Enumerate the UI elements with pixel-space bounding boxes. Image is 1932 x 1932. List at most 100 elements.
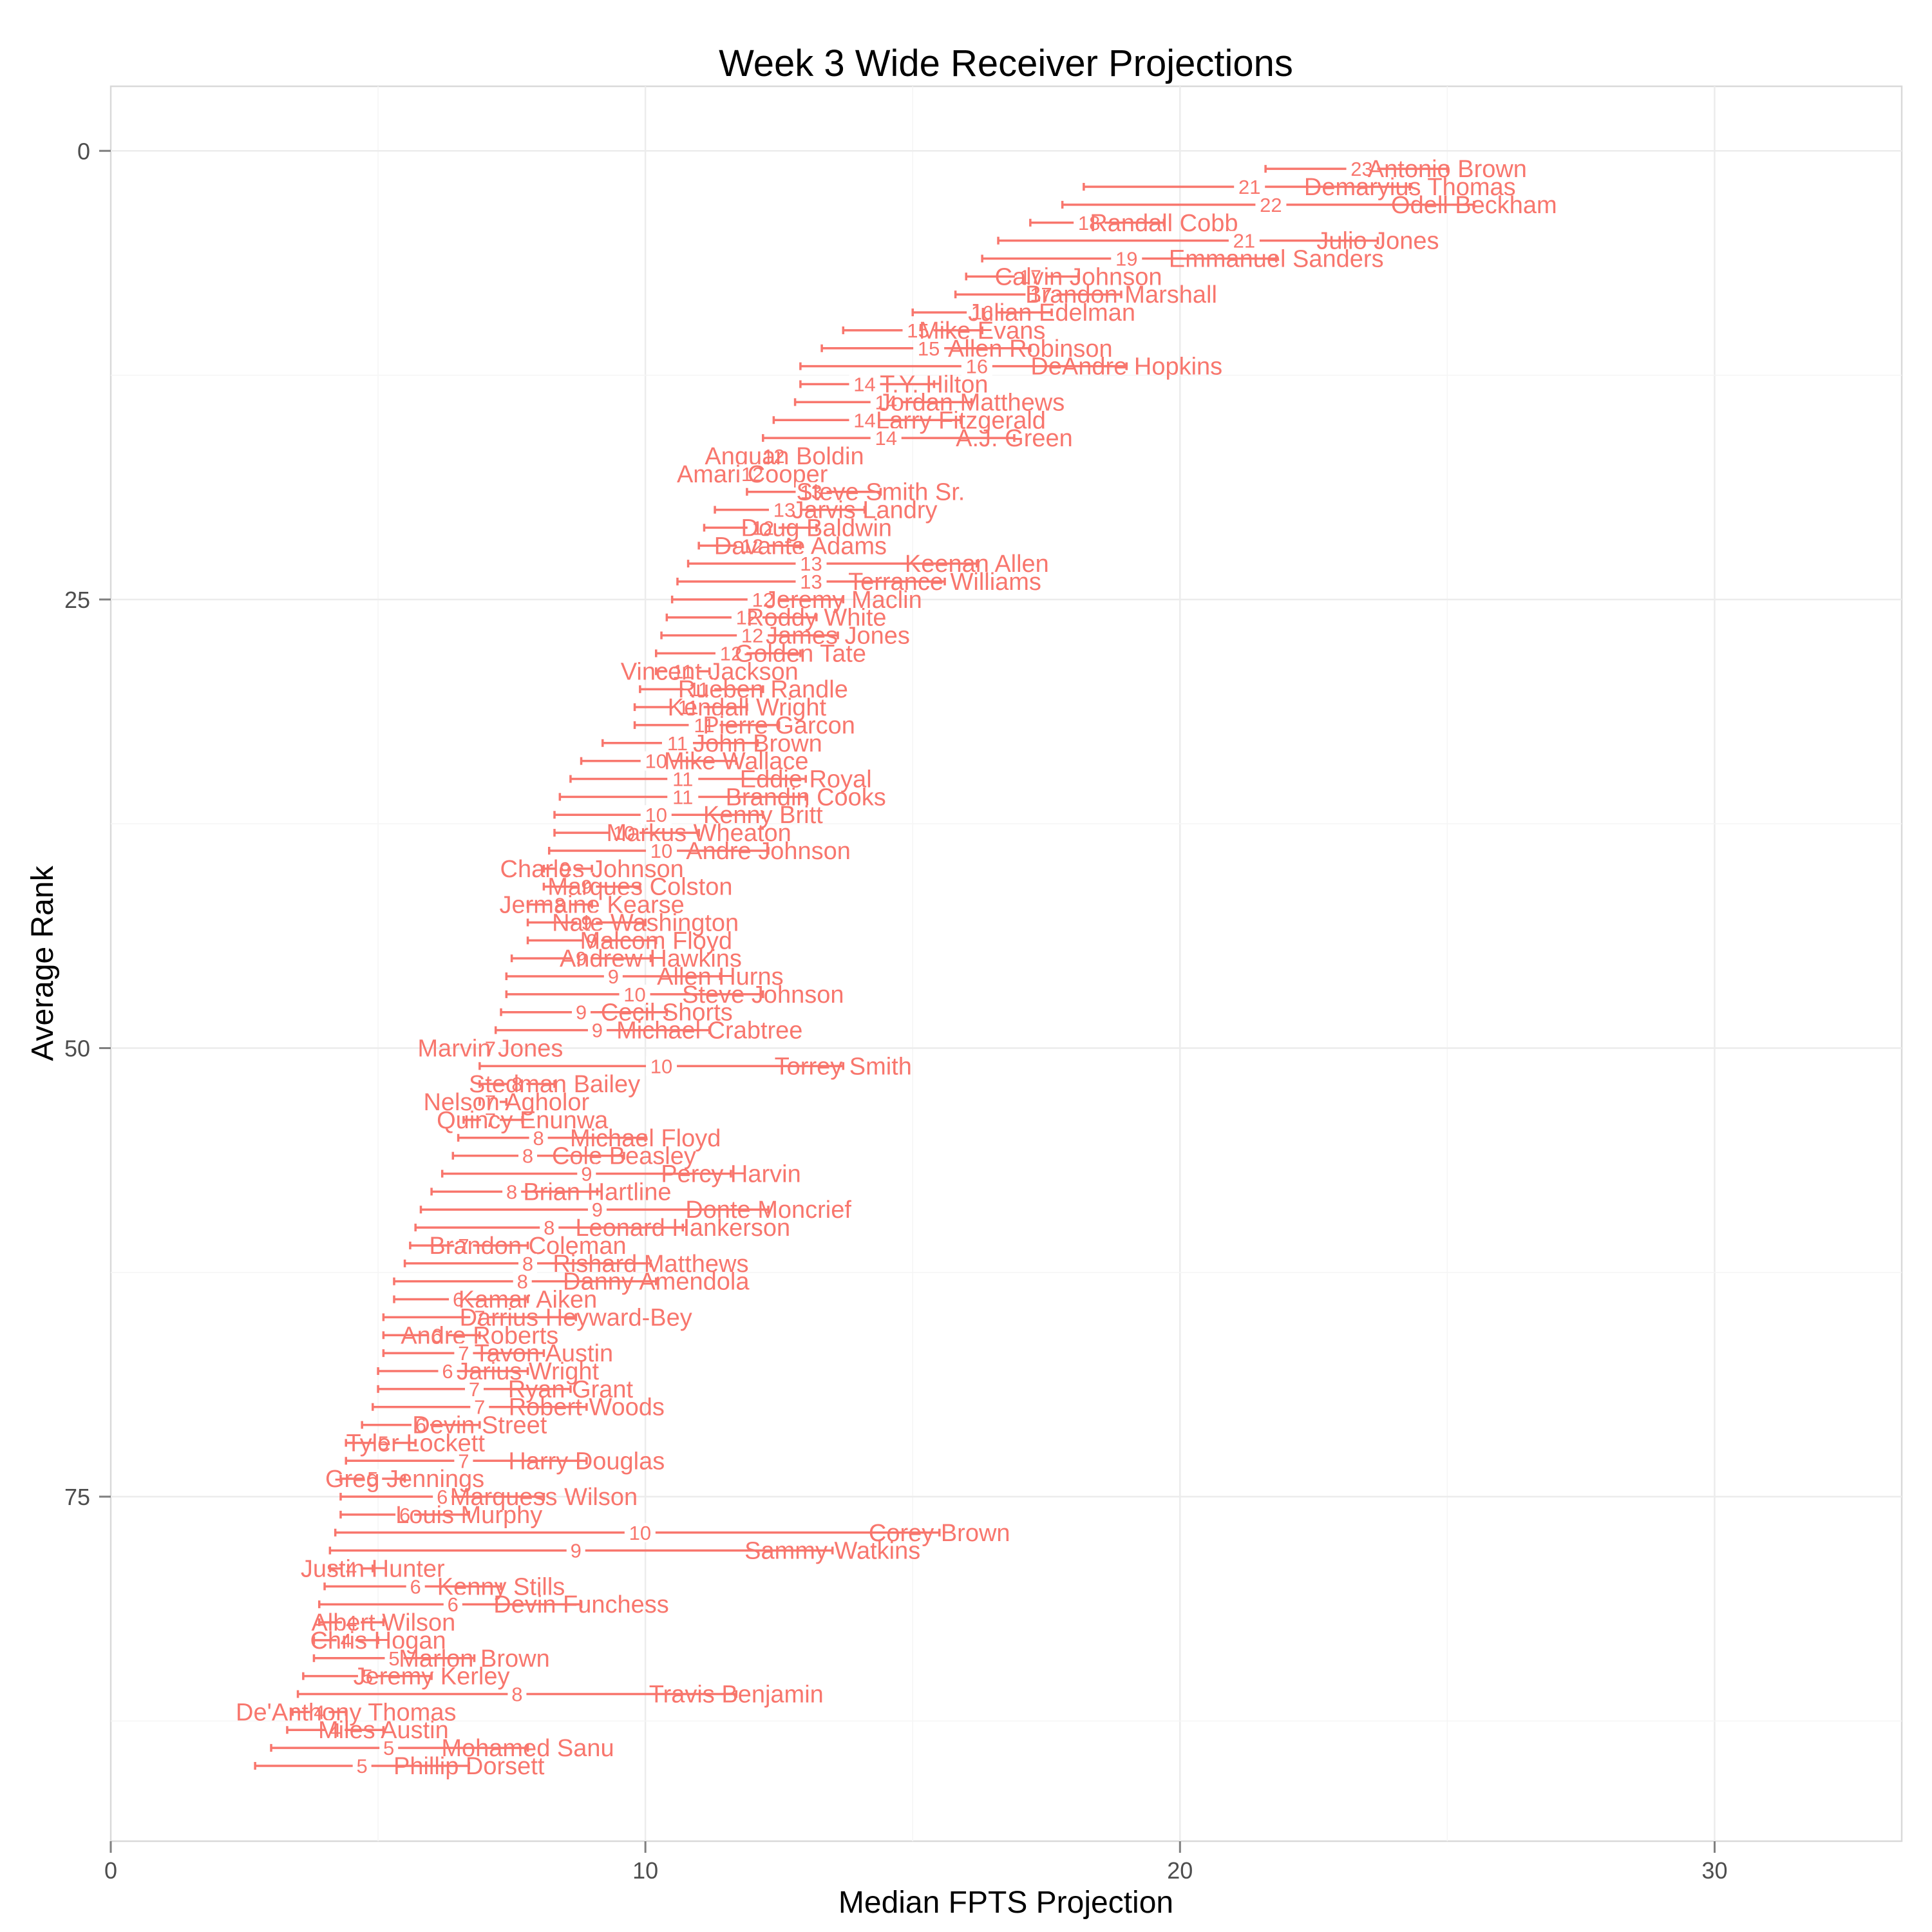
x-axis-title: Median FPTS Projection bbox=[838, 1886, 1173, 1920]
median-label-bg bbox=[731, 607, 762, 627]
player-label: Cecil Shorts bbox=[601, 999, 733, 1027]
median-label: 7 bbox=[474, 1396, 485, 1419]
median-label-bg bbox=[1234, 177, 1265, 197]
median-label: 22 bbox=[1260, 194, 1282, 216]
median-label: 16 bbox=[966, 355, 988, 378]
median-label-bg bbox=[572, 1002, 591, 1022]
median-label: 9 bbox=[608, 965, 619, 988]
median-label: 7 bbox=[458, 1235, 469, 1257]
median-label-bg bbox=[470, 1397, 489, 1417]
median-label-bg bbox=[683, 679, 715, 699]
median-label: 9 bbox=[571, 1540, 582, 1562]
median-label-bg bbox=[1025, 285, 1057, 305]
player-label: Michael Floyd bbox=[570, 1125, 721, 1152]
median-label: 12 bbox=[741, 535, 763, 557]
median-label: 18 bbox=[1078, 212, 1100, 234]
median-label: 7 bbox=[485, 1037, 496, 1059]
median-label-bg bbox=[768, 500, 800, 520]
median-label: 11 bbox=[677, 696, 698, 719]
median-label-bg bbox=[913, 338, 945, 358]
median-label: 12 bbox=[752, 516, 774, 539]
median-label-bg bbox=[1014, 267, 1046, 287]
player-label: Torrey Smith bbox=[775, 1053, 912, 1080]
median-label: 12 bbox=[741, 625, 763, 647]
median-label-bg bbox=[646, 840, 677, 860]
median-label-bg bbox=[513, 1271, 532, 1291]
player-label: Terrance Williams bbox=[848, 569, 1041, 596]
median-label-bg bbox=[737, 464, 768, 484]
median-label: 9 bbox=[581, 1162, 592, 1185]
median-label-bg bbox=[357, 1666, 377, 1686]
median-label: 6 bbox=[442, 1360, 453, 1383]
player-label: Julian Edelman bbox=[968, 299, 1135, 327]
player-label: Greg Jennings bbox=[325, 1466, 484, 1493]
player-label: Malcom Floyd bbox=[580, 927, 733, 954]
player-label: Marvin Jones bbox=[417, 1035, 563, 1062]
player-label: Marlon Brown bbox=[399, 1645, 549, 1672]
median-label: 6 bbox=[399, 1504, 410, 1526]
median-label-bg bbox=[737, 536, 768, 556]
player-label: Donte Moncrief bbox=[685, 1197, 851, 1224]
median-label-bg bbox=[870, 428, 902, 448]
median-label-bg bbox=[540, 1218, 559, 1238]
median-label-bg bbox=[454, 1235, 473, 1255]
median-label: 15 bbox=[907, 319, 929, 342]
median-label-bg bbox=[619, 984, 650, 1004]
player-label: De'Anthony Thomas bbox=[236, 1699, 456, 1726]
median-label-bg bbox=[556, 858, 575, 878]
player-label: Brandon Marshall bbox=[1025, 281, 1217, 308]
median-label: 7 bbox=[485, 1091, 496, 1113]
median-label-bg bbox=[1255, 194, 1287, 214]
median-label-bg bbox=[502, 1182, 522, 1202]
player-label: Marques Colston bbox=[547, 874, 732, 901]
player-label: Eddie Royal bbox=[740, 766, 872, 793]
median-label-bg bbox=[411, 1415, 430, 1435]
median-label: 6 bbox=[437, 1486, 448, 1508]
median-label-bg bbox=[572, 949, 591, 969]
median-label: 7 bbox=[485, 1109, 496, 1132]
median-label-bg bbox=[640, 805, 672, 825]
player-label: Quincy Enunwa bbox=[437, 1107, 609, 1134]
median-label-bg bbox=[577, 876, 596, 896]
median-label: 12 bbox=[752, 589, 774, 611]
player-label: Phillip Dorsett bbox=[393, 1753, 545, 1780]
player-label: Harry Douglas bbox=[508, 1448, 665, 1475]
median-label: 9 bbox=[560, 858, 571, 880]
player-label: Calvin Johnson bbox=[995, 263, 1162, 290]
median-label-bg bbox=[395, 1504, 415, 1524]
median-label: 8 bbox=[506, 1180, 517, 1203]
y-tick-label: 75 bbox=[64, 1484, 90, 1510]
median-label-bg bbox=[1346, 159, 1378, 179]
median-label-bg bbox=[507, 1684, 527, 1704]
median-label: 10 bbox=[645, 750, 667, 773]
median-label-bg bbox=[374, 1433, 393, 1453]
median-label-bg bbox=[379, 1738, 399, 1758]
player-label: James Jones bbox=[766, 623, 910, 650]
player-label: Brandin Cooks bbox=[726, 784, 886, 811]
median-label-bg bbox=[577, 1164, 596, 1184]
median-label: 7 bbox=[474, 1306, 485, 1329]
median-label: 11 bbox=[672, 660, 693, 683]
player-label: Louis Murphy bbox=[395, 1502, 542, 1529]
median-label-bg bbox=[795, 572, 827, 592]
median-label: 12 bbox=[762, 445, 784, 468]
player-label: Golden Tate bbox=[735, 640, 866, 667]
x-tick-label: 0 bbox=[104, 1857, 117, 1884]
median-label: 4 bbox=[314, 1701, 325, 1723]
player-label: Steve Johnson bbox=[682, 981, 844, 1009]
median-label: 16 bbox=[971, 301, 993, 324]
median-label-bg bbox=[795, 482, 827, 502]
plot-panel bbox=[109, 85, 1903, 1842]
median-label-bg bbox=[902, 320, 934, 340]
median-label: 6 bbox=[431, 1324, 442, 1347]
median-label-bg bbox=[470, 1307, 489, 1327]
median-label-bg bbox=[967, 303, 998, 323]
grid-lines bbox=[111, 86, 1902, 1841]
median-label: 6 bbox=[448, 1593, 459, 1616]
player-label: Allen Hurns bbox=[657, 963, 783, 990]
median-label-bg bbox=[480, 1038, 500, 1058]
x-tick-label: 30 bbox=[1701, 1857, 1727, 1884]
median-label: 9 bbox=[576, 1001, 587, 1024]
